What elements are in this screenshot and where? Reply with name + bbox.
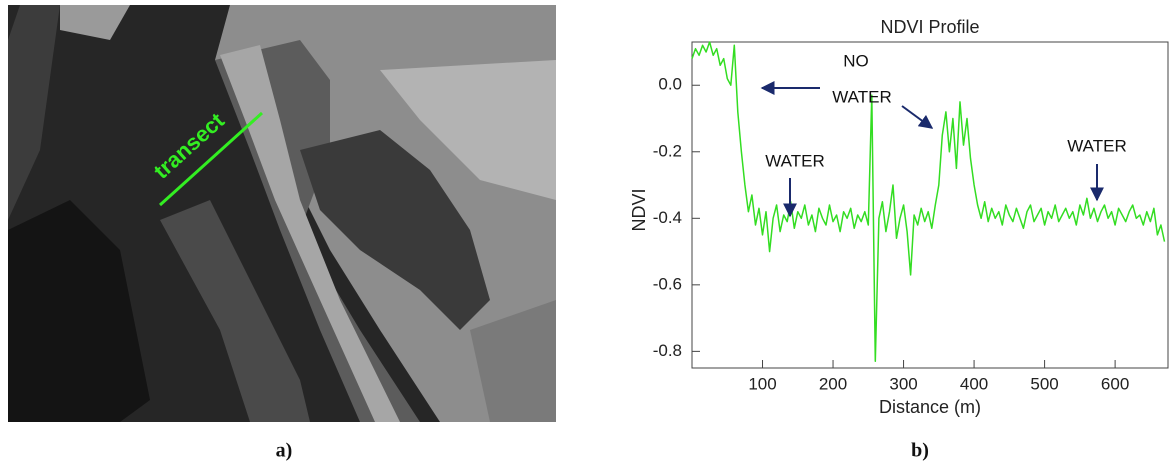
caption: a) (276, 440, 293, 462)
annotation: WATER (1067, 136, 1127, 155)
x-tick-label: 200 (819, 374, 847, 393)
x-tick-label: 500 (1030, 374, 1058, 393)
annotation: WATER (765, 151, 825, 170)
annotations: NO WATER WATER WATER (760, 51, 1127, 218)
y-tick-label: -0.2 (653, 141, 682, 160)
y-tick-label: 0.0 (658, 75, 682, 94)
caption: b) (911, 440, 929, 462)
y-axis-label: NDVI (629, 188, 649, 231)
x-tick-label: 100 (748, 374, 776, 393)
x-tick-label: 600 (1101, 374, 1129, 393)
satellite-image: transect (8, 5, 556, 422)
annotation: NO (843, 51, 869, 70)
y-tick-label: -0.6 (653, 274, 682, 293)
x-tick-label: 400 (960, 374, 988, 393)
transect-line (158, 111, 264, 207)
arrow (901, 105, 934, 129)
x-axis-label: Distance (m) (879, 397, 981, 417)
x-tick-label: 300 (889, 374, 917, 393)
chart-title: NDVI Profile (880, 17, 979, 37)
y-tick-label: -0.8 (653, 341, 682, 360)
annotation: WATER (832, 87, 892, 106)
y-tick-label: -0.4 (653, 208, 682, 227)
ndvi-line (691, 41, 1166, 363)
plot-frame (691, 41, 1169, 369)
